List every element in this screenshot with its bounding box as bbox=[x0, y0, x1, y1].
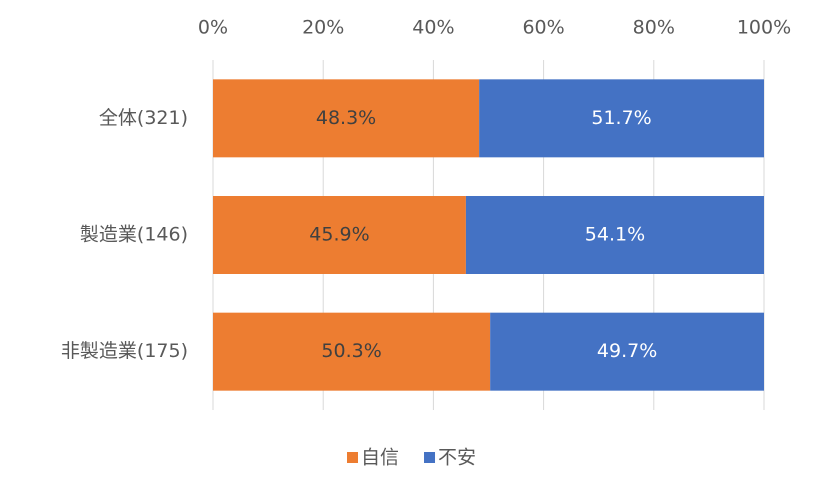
x-tick-label: 80% bbox=[633, 17, 675, 39]
bar-segment bbox=[490, 312, 764, 391]
legend-swatch bbox=[347, 452, 358, 463]
data-label: 54.1% bbox=[585, 224, 645, 246]
bar-segment bbox=[213, 79, 480, 158]
data-label: 49.7% bbox=[597, 340, 657, 362]
x-tick-label: 40% bbox=[412, 17, 454, 39]
legend-label: 不安 bbox=[438, 447, 476, 469]
x-tick-label: 60% bbox=[522, 17, 564, 39]
bar-segment bbox=[213, 196, 466, 274]
x-tick-label: 0% bbox=[198, 17, 228, 39]
x-tick-label: 20% bbox=[302, 17, 344, 39]
bar-segment bbox=[479, 79, 764, 158]
legend-label: 自信 bbox=[361, 447, 399, 469]
y-tick-label: 非製造業(175) bbox=[61, 340, 188, 362]
data-label: 48.3% bbox=[316, 107, 376, 129]
data-label: 45.9% bbox=[309, 224, 369, 246]
bar-segment bbox=[465, 196, 764, 274]
x-tick-label: 100% bbox=[737, 17, 791, 39]
data-label: 50.3% bbox=[321, 340, 381, 362]
legend-swatch bbox=[424, 452, 436, 463]
y-tick-label: 製造業(146) bbox=[80, 224, 188, 246]
bar-segment bbox=[213, 312, 491, 391]
y-tick-label: 全体(321) bbox=[99, 107, 188, 129]
data-label: 51.7% bbox=[591, 107, 651, 129]
